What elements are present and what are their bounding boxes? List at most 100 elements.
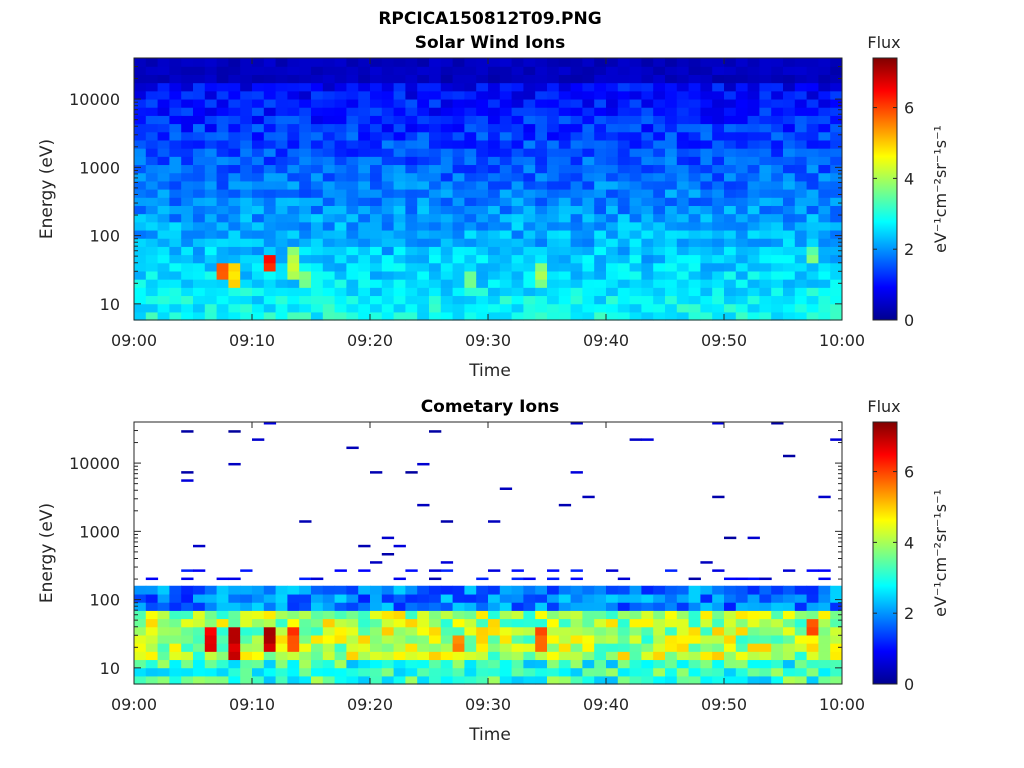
heatmap-cell [393, 107, 406, 116]
heatmap-cell [582, 82, 595, 92]
heatmap-cell [629, 172, 642, 182]
heatmap-cell [240, 585, 253, 595]
heatmap-cell [511, 148, 524, 157]
heatmap-cell [370, 626, 383, 636]
heatmap-cell [452, 246, 465, 256]
heatmap-cell [311, 98, 324, 108]
heatmap-cell [794, 107, 808, 116]
heatmap-cell [511, 279, 524, 288]
heatmap-cell [181, 221, 194, 231]
heatmap-cell [193, 618, 206, 628]
heatmap-cell [405, 90, 418, 100]
heatmap-cell [735, 279, 749, 288]
heatmap-cell [712, 667, 725, 677]
heatmap-cell [653, 651, 666, 661]
heatmap-cell [653, 610, 666, 620]
heatmap-cell [157, 246, 170, 256]
heatmap-cell [275, 675, 288, 685]
heatmap-cell [759, 115, 772, 125]
heatmap-cell [358, 189, 371, 198]
heatmap-cell [240, 58, 253, 67]
heatmap-cell [134, 651, 147, 661]
heatmap-cell [346, 287, 359, 297]
heatmap-cell [358, 131, 371, 141]
heatmap-cell [570, 295, 583, 305]
heatmap-cell [358, 238, 371, 247]
heatmap-cell [783, 82, 796, 92]
heatmap-cell [476, 246, 489, 256]
heatmap-cell [558, 246, 572, 256]
heatmap-cell [606, 262, 619, 272]
heatmap-cell [747, 221, 760, 231]
heatmap-cell [169, 270, 182, 280]
heatmap-cell [570, 74, 583, 84]
heatmap-cell [346, 229, 359, 239]
heatmap-cell [145, 675, 159, 685]
heatmap-cell [216, 131, 229, 141]
heatmap-cell [712, 311, 725, 321]
heatmap-cell [252, 593, 265, 603]
heatmap-cell [299, 520, 312, 523]
heatmap-cell [299, 311, 312, 321]
heatmap-cell [499, 279, 513, 288]
heatmap-cell [523, 634, 536, 644]
heatmap-cell [688, 311, 701, 321]
heatmap-cell [204, 618, 218, 628]
heatmap-cell [216, 577, 229, 581]
heatmap-cell [830, 107, 843, 116]
heatmap-cell [830, 238, 843, 247]
heatmap-cell [700, 115, 713, 125]
heatmap-cell [759, 626, 772, 636]
heatmap-cell [417, 279, 430, 288]
heatmap-cell [771, 139, 784, 149]
heatmap-cell [700, 254, 713, 264]
heatmap-cell [488, 295, 501, 305]
heatmap-cell [181, 675, 194, 685]
heatmap-cell [735, 205, 749, 215]
heatmap-cell [287, 66, 300, 75]
heatmap-cell [665, 643, 678, 652]
heatmap-cell [735, 221, 749, 231]
heatmap-cell [735, 115, 749, 125]
heatmap-cell [429, 254, 442, 264]
heatmap-cell [570, 593, 583, 603]
heatmap-cell [582, 66, 595, 75]
heatmap-cell [464, 254, 477, 264]
heatmap-cell [322, 148, 336, 157]
heatmap-cell [735, 262, 749, 272]
heatmap-cell [570, 634, 583, 644]
heatmap-cell [547, 156, 560, 166]
heatmap-cell [405, 287, 418, 297]
heatmap-cell [570, 246, 583, 256]
heatmap-cell [393, 254, 406, 264]
heatmap-cell [464, 139, 477, 149]
heatmap-cell [665, 213, 678, 223]
heatmap-cell [570, 139, 583, 149]
heatmap-cell [134, 667, 147, 677]
heatmap-cell [440, 197, 454, 206]
heatmap-cell [393, 593, 406, 603]
heatmap-cell [570, 311, 583, 321]
heatmap-cell [771, 221, 784, 231]
heatmap-cell [617, 205, 631, 215]
heatmap-cell [275, 643, 288, 652]
heatmap-cell [735, 172, 749, 182]
heatmap-cell [181, 66, 194, 75]
heatmap-cell [771, 58, 784, 67]
heatmap-cell [594, 643, 607, 652]
heatmap-cell [311, 197, 324, 206]
heatmap-cell [629, 238, 642, 247]
heatmap-cell [216, 287, 229, 297]
heatmap-cell [665, 626, 678, 636]
heatmap-cell [700, 66, 713, 75]
heatmap-cell [334, 238, 347, 247]
heatmap-cell [381, 675, 395, 685]
heatmap-cell [617, 651, 631, 661]
heatmap-cell [558, 311, 572, 321]
heatmap-cell [499, 213, 513, 223]
heatmap-cell [653, 131, 666, 141]
heatmap-cell [606, 164, 619, 174]
heatmap-cell [311, 270, 324, 280]
heatmap-cell [346, 197, 359, 206]
heatmap-cell [617, 229, 631, 239]
